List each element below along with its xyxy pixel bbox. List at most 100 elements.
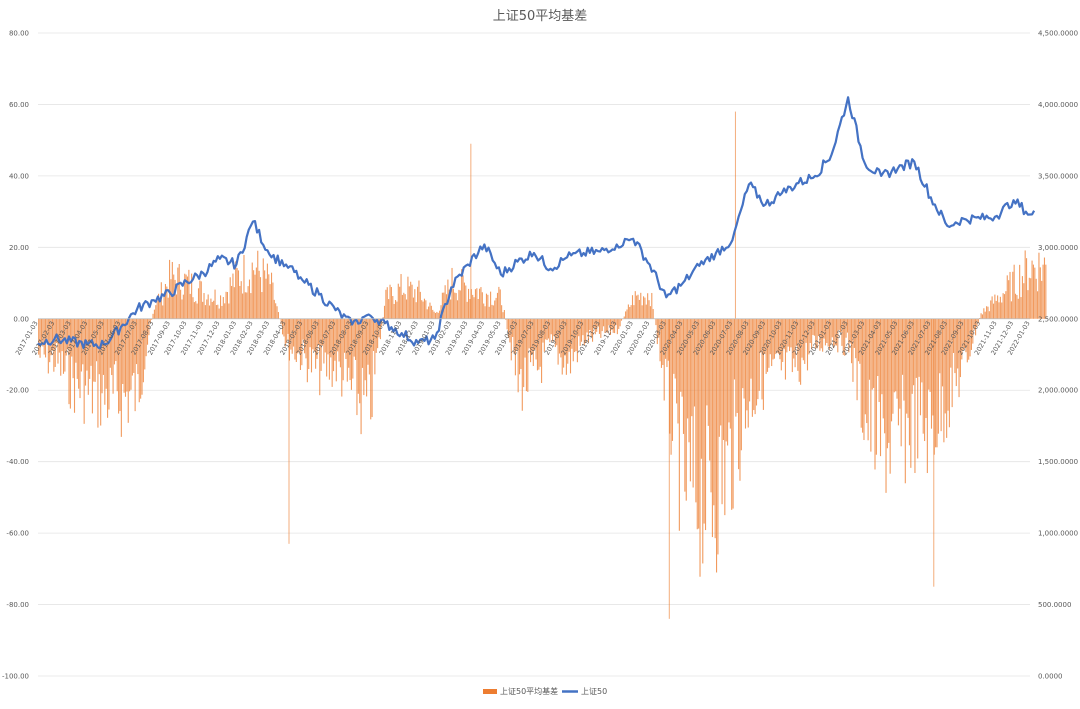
bar-mark bbox=[272, 283, 273, 319]
bar-mark bbox=[479, 289, 480, 319]
bar-mark bbox=[909, 319, 910, 445]
bar-mark bbox=[468, 289, 469, 319]
bar-mark bbox=[234, 287, 235, 319]
bar-mark bbox=[699, 319, 700, 577]
left-tick-label: 80.00 bbox=[9, 30, 29, 38]
bar-mark bbox=[205, 305, 206, 319]
bar-mark bbox=[421, 300, 422, 319]
bar-mark bbox=[243, 255, 244, 319]
bar-mark bbox=[879, 319, 880, 402]
bar-mark bbox=[436, 312, 437, 319]
right-tick-label: 4,500.0000 bbox=[1038, 30, 1078, 38]
bar-mark bbox=[407, 277, 408, 319]
bar-mark bbox=[307, 319, 308, 382]
bar-mark bbox=[1038, 253, 1039, 319]
bar-mark bbox=[389, 285, 390, 319]
bar-mark bbox=[629, 307, 630, 319]
bar-mark bbox=[391, 287, 392, 319]
bar-mark bbox=[504, 310, 505, 319]
bar-mark bbox=[464, 283, 465, 319]
bar-mark bbox=[1012, 272, 1013, 319]
bar-mark bbox=[653, 309, 654, 319]
bar-mark bbox=[179, 264, 180, 319]
bar-mark bbox=[865, 319, 866, 415]
bar-mark bbox=[418, 281, 419, 319]
bar-mark bbox=[424, 299, 425, 319]
bar-mark bbox=[395, 300, 396, 319]
bar-mark bbox=[257, 251, 258, 319]
bar-mark bbox=[265, 279, 266, 319]
bar-mark bbox=[998, 302, 999, 318]
bar-mark bbox=[646, 305, 647, 319]
bar-spike bbox=[735, 112, 736, 319]
bar-mark bbox=[881, 319, 882, 394]
bar-mark bbox=[252, 263, 253, 319]
bar-mark bbox=[763, 319, 764, 410]
left-tick-label: -80.00 bbox=[6, 601, 29, 609]
bar-mark bbox=[490, 292, 491, 319]
left-tick-label: 20.00 bbox=[9, 244, 29, 252]
bar-mark bbox=[203, 293, 204, 319]
bar-mark bbox=[748, 319, 749, 428]
bar-mark bbox=[485, 306, 486, 319]
bar-mark bbox=[428, 307, 429, 319]
bar-mark bbox=[1015, 294, 1016, 319]
legend-bar-swatch bbox=[483, 689, 497, 694]
bar-mark bbox=[869, 319, 870, 380]
bar-mark bbox=[164, 293, 165, 318]
bar-mark bbox=[1023, 283, 1024, 319]
left-tick-label: 0.00 bbox=[13, 315, 29, 323]
bar-mark bbox=[457, 300, 458, 318]
bar-mark bbox=[409, 286, 410, 318]
bar-mark bbox=[1005, 291, 1006, 319]
bar-mark bbox=[617, 319, 618, 334]
bar-mark bbox=[705, 319, 706, 530]
bar-mark bbox=[220, 295, 221, 318]
bar-mark bbox=[910, 319, 911, 468]
bar-mark bbox=[460, 290, 461, 318]
bar-mark bbox=[201, 281, 202, 318]
bar-mark bbox=[427, 309, 428, 318]
bar-mark bbox=[491, 305, 492, 319]
bar-mark bbox=[496, 298, 497, 319]
bar-mark bbox=[420, 292, 421, 319]
bar-mark bbox=[159, 302, 160, 319]
bar-mark bbox=[462, 275, 463, 318]
bar-mark bbox=[195, 301, 196, 319]
bar-mark bbox=[749, 319, 750, 402]
bar-mark bbox=[739, 319, 740, 481]
bar-mark bbox=[990, 300, 991, 318]
bar-mark bbox=[387, 287, 388, 319]
right-tick-label: 2,000.0000 bbox=[1038, 387, 1078, 395]
bar-mark bbox=[194, 302, 195, 319]
legend-bar-label: 上证50平均基差 bbox=[500, 686, 558, 696]
bar-mark bbox=[169, 260, 170, 319]
bar-mark bbox=[727, 319, 728, 446]
bar-mark bbox=[84, 319, 85, 424]
bar-mark bbox=[278, 312, 279, 319]
bar-mark bbox=[651, 293, 652, 319]
bar-mark bbox=[1036, 279, 1037, 319]
bar-mark bbox=[1040, 267, 1041, 318]
bar-mark bbox=[474, 297, 475, 319]
right-tick-label: 1,500.0000 bbox=[1038, 458, 1078, 466]
bar-mark bbox=[104, 319, 105, 405]
bar-mark bbox=[246, 292, 247, 318]
bar-mark bbox=[476, 288, 477, 319]
bar-mark bbox=[981, 313, 982, 319]
bar-mark bbox=[417, 287, 418, 319]
bar-mark bbox=[88, 319, 89, 395]
bar-mark bbox=[445, 285, 446, 319]
bar-mark bbox=[228, 304, 229, 319]
bar-mark bbox=[259, 271, 260, 319]
bar-mark bbox=[1025, 250, 1026, 318]
bar-mark bbox=[416, 302, 417, 319]
bar-mark bbox=[475, 289, 476, 319]
right-tick-label: 3,500.0000 bbox=[1038, 172, 1078, 180]
bar-mark bbox=[256, 268, 257, 319]
bar-mark bbox=[489, 307, 490, 319]
bar-mark bbox=[632, 295, 633, 319]
bar-mark bbox=[603, 319, 604, 327]
